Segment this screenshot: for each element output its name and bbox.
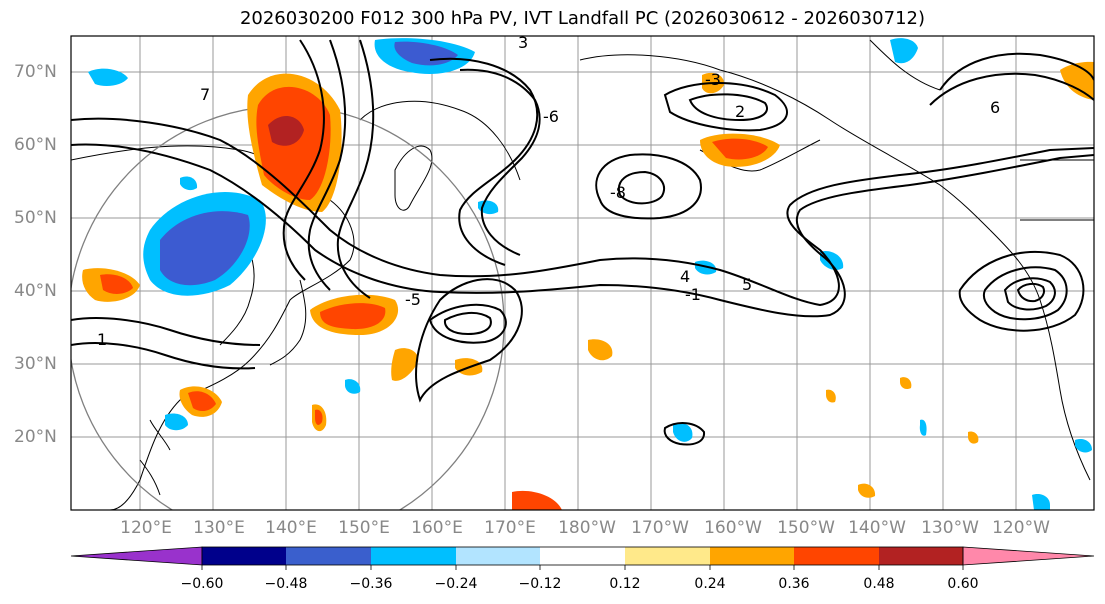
contour-label: -6 — [543, 107, 559, 126]
colorbar-extend-max — [962, 546, 1095, 566]
lon-label: 140°E — [265, 518, 317, 538]
colorbar-extend-min — [70, 546, 203, 566]
colorbar-bin — [540, 547, 625, 565]
lon-label: 180°W — [558, 518, 616, 538]
colorbar-tick-label: 0.24 — [694, 576, 726, 592]
colorbar-tick-label: 0.36 — [778, 576, 810, 592]
contour-label: 6 — [990, 98, 1000, 117]
lon-label: 130°E — [193, 518, 245, 538]
colorbar-tick-label: 0.48 — [863, 576, 895, 592]
colorbar-tick-label: 0.60 — [947, 576, 979, 592]
figure-title: 2026030200 F012 300 hPa PV, IVT Landfall… — [239, 8, 926, 29]
lat-label-30n: 30°N — [14, 354, 57, 374]
ivt-contours — [71, 39, 1094, 446]
lat-label-60n: 60°N — [14, 135, 57, 155]
anomaly-shading — [82, 38, 1094, 510]
lon-label: 120°W — [992, 518, 1050, 538]
contour-label: -1 — [685, 285, 701, 304]
colorbar-tick-label: −0.24 — [434, 576, 478, 592]
colorbar-tick-label: −0.12 — [518, 576, 562, 592]
lon-label: 140°W — [848, 518, 906, 538]
colorbar-bin — [625, 547, 710, 565]
lon-label: 160°E — [411, 518, 463, 538]
contour-label: 3 — [518, 33, 528, 52]
contour-label: -5 — [405, 290, 421, 309]
contour-label: -3 — [705, 70, 721, 89]
contour-label: 4 — [680, 267, 690, 286]
gridlines — [71, 36, 1094, 510]
lon-label: 150°W — [777, 518, 835, 538]
lon-label: 170°E — [484, 518, 536, 538]
contour-label: 2 — [735, 102, 745, 121]
lon-label: 150°E — [338, 518, 390, 538]
lon-label: 120°E — [120, 518, 172, 538]
colorbar-bin — [879, 547, 963, 565]
colorbar-bin — [202, 547, 286, 565]
colorbar-bin — [794, 547, 879, 565]
contour-label: 5 — [742, 275, 752, 294]
plot-frame — [70, 35, 1095, 511]
colorbar-bin — [371, 547, 456, 565]
colorbar-bin — [710, 547, 794, 565]
contour-label: -8 — [610, 183, 626, 202]
colorbar — [70, 546, 1095, 570]
lat-label-70n: 70°N — [14, 62, 57, 82]
lon-label: 170°W — [631, 518, 689, 538]
lon-label: 160°W — [704, 518, 762, 538]
colorbar-tick-label: −0.60 — [180, 576, 224, 592]
colorbar-tick-label: −0.36 — [349, 576, 393, 592]
contour-labels: 1 2 3 4 5 6 7 -1 -3 -5 -6 -8 — [97, 33, 1000, 349]
colorbar-bin — [286, 547, 371, 565]
colorbar-tick-label: −0.48 — [264, 576, 308, 592]
lat-label-20n: 20°N — [14, 427, 57, 447]
lon-label: 130°W — [921, 518, 979, 538]
contour-label: 7 — [200, 85, 210, 104]
lat-label-50n: 50°N — [14, 208, 57, 228]
map-plot-area: 1 2 3 4 5 6 7 -1 -3 -5 -6 -8 — [71, 33, 1094, 510]
lat-label-40n: 40°N — [14, 281, 57, 301]
contour-label: 1 — [97, 330, 107, 349]
colorbar-tick-label: 0.12 — [609, 576, 641, 592]
colorbar-bin — [456, 547, 540, 565]
